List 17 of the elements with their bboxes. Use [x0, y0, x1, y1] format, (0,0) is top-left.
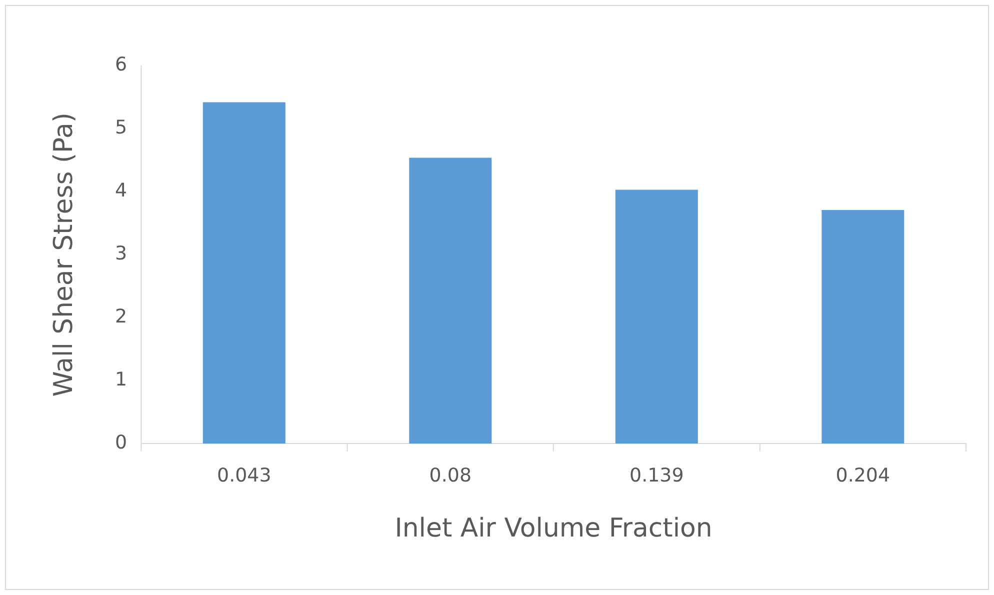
x-tick-label: 0.043: [217, 464, 272, 487]
y-tick-label: 2: [114, 306, 128, 328]
x-axis-title: Inlet Air Volume Fraction: [394, 513, 712, 544]
x-tick-label: 0.08: [429, 464, 472, 487]
y-tick-label: 0: [114, 431, 128, 454]
y-tick-label: 6: [114, 54, 128, 76]
bar: [202, 102, 286, 444]
bar: [822, 210, 904, 444]
x-tick-label: 0.139: [630, 464, 684, 487]
bar: [615, 190, 698, 444]
y-tick-label: 5: [114, 116, 128, 139]
y-tick-label: 4: [114, 180, 128, 202]
bar: [409, 158, 492, 444]
y-tick-label: 1: [114, 368, 128, 390]
y-tick-label: 3: [114, 242, 128, 265]
y-axis-title: Wall Shear Stress (Pa): [49, 112, 80, 397]
x-tick-label: 0.204: [836, 464, 890, 487]
